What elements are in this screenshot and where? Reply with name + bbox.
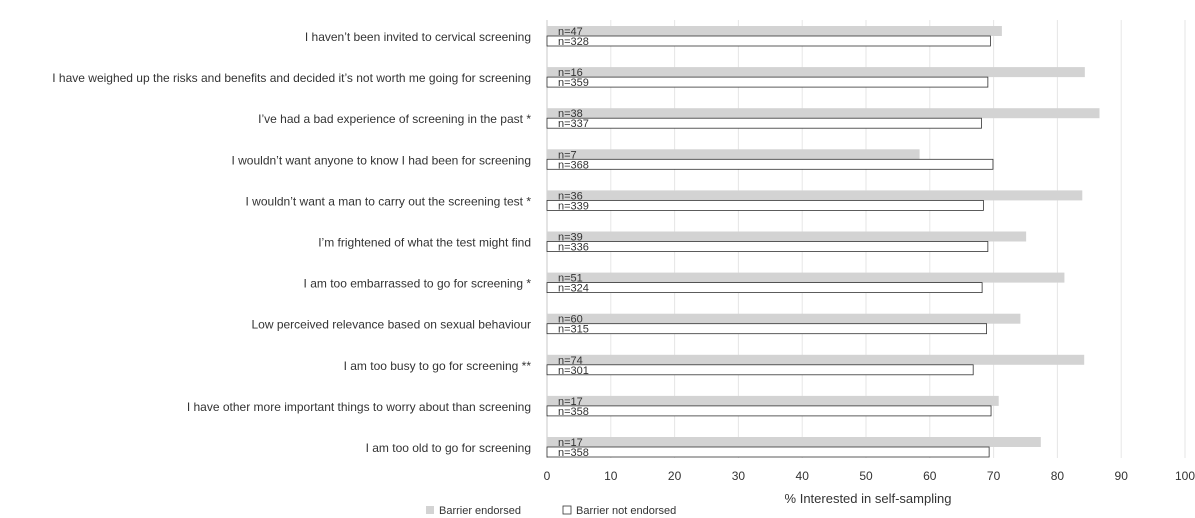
x-tick-label: 70 [987,469,1001,483]
bars: n=47n=328n=16n=359n=38n=337n=7n=368n=36n… [546,26,1100,459]
n-label: n=324 [558,283,589,295]
legend-label-barrier-not-endorsed: Barrier not endorsed [576,505,676,517]
n-label: n=336 [558,242,589,254]
n-label: n=315 [558,324,589,336]
bar-barrier-endorsed [547,354,1085,365]
n-label: n=7 [558,149,577,161]
x-tick-label: 80 [1051,469,1065,483]
n-label: n=368 [558,159,589,171]
bar-barrier-not-endorsed [546,364,974,376]
legend-swatch-barrier-not-endorsed [562,505,572,515]
x-tick-label: 90 [1115,469,1129,483]
x-axis-title: % Interested in self-sampling [785,491,952,506]
legend: Barrier endorsed Barrier not endorsed [426,505,676,517]
bar-barrier-not-endorsed [546,323,987,335]
bar-barrier-endorsed [547,395,999,406]
category-label: Low perceived relevance based on sexual … [251,318,531,332]
n-label: n=17 [558,396,583,408]
n-label: n=301 [558,365,589,377]
legend-swatch-barrier-endorsed [426,506,434,514]
x-tick-label: 20 [668,469,682,483]
n-label: n=359 [558,77,589,89]
category-label: I haven’t been invited to cervical scree… [305,30,531,44]
bar-barrier-not-endorsed [546,76,989,88]
bar-barrier-not-endorsed [546,282,983,294]
x-tick-label: 100 [1175,469,1195,483]
category-label: I am too embarrassed to go for screening… [304,277,532,291]
n-label: n=51 [558,273,583,285]
bar-barrier-not-endorsed [546,241,989,252]
category-label: I am too old to go for screening [366,441,531,455]
bar-barrier-not-endorsed [546,117,982,129]
category-label: I’m frightened of what the test might fi… [318,236,531,250]
category-label: I wouldn’t want anyone to know I had bee… [231,153,531,167]
x-tick-label: 10 [604,469,618,483]
n-label: n=339 [558,200,589,212]
n-label: n=38 [558,108,583,120]
n-label: n=39 [558,232,583,244]
bar-barrier-endorsed [547,26,1002,36]
category-label: I wouldn’t want a man to carry out the s… [246,194,532,208]
x-tick-label: 50 [859,469,873,483]
n-label: n=36 [558,190,583,202]
bar-barrier-endorsed [547,231,1027,242]
n-label: n=16 [558,67,583,79]
bar-barrier-endorsed [547,272,1065,283]
bar-barrier-not-endorsed [546,446,990,458]
legend-label-barrier-endorsed: Barrier endorsed [439,505,521,517]
n-label: n=358 [558,406,589,418]
bar-barrier-not-endorsed [546,405,992,417]
category-label: I’ve had a bad experience of screening i… [258,112,531,126]
bar-barrier-endorsed [547,149,920,160]
n-label: n=74 [558,355,583,367]
bar-barrier-not-endorsed [546,158,994,170]
bar-barrier-not-endorsed [546,35,991,47]
n-label: n=60 [558,314,583,326]
category-label: I have other more important things to wo… [187,400,531,414]
category-label: I have weighed up the risks and benefits… [52,71,531,85]
n-label: n=358 [558,447,589,459]
bar-barrier-endorsed [547,313,1021,324]
bar-barrier-endorsed [547,67,1085,78]
x-tick-label: 0 [544,469,551,483]
n-label: n=328 [558,36,589,48]
x-tick-labels: 0 10 20 30 40 50 60 70 80 90 100 [544,469,1195,483]
n-label: n=17 [558,437,583,449]
bar-barrier-endorsed [547,108,1100,119]
n-label: n=337 [558,118,589,130]
x-tick-label: 60 [923,469,937,483]
n-label: n=47 [558,26,583,38]
bar-barrier-endorsed [547,190,1083,201]
x-tick-label: 40 [796,469,810,483]
bar-barrier-not-endorsed [546,199,984,211]
category-label: I am too busy to go for screening ** [344,359,532,373]
bar-barrier-endorsed [547,437,1041,447]
x-tick-label: 30 [732,469,746,483]
category-labels: I haven’t been invited to cervical scree… [52,30,531,455]
